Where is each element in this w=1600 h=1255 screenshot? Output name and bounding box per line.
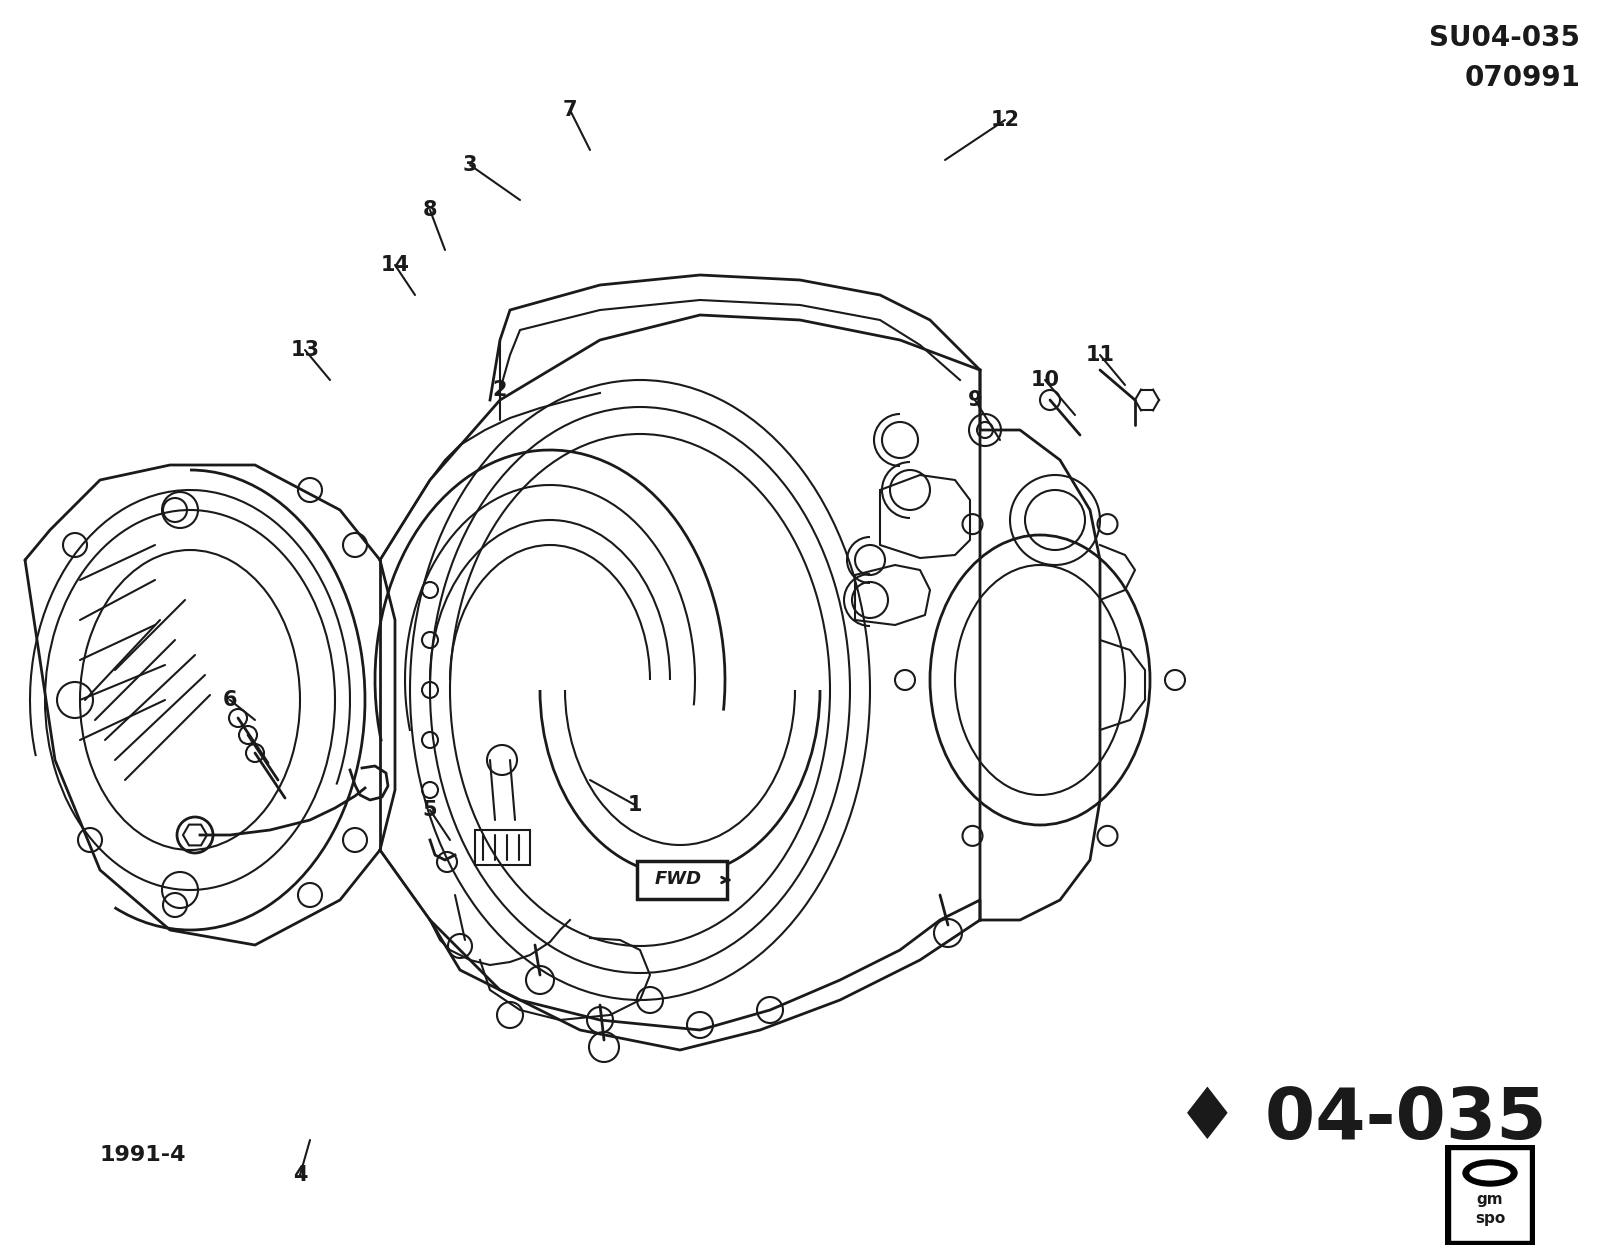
Bar — [475, 830, 530, 865]
Bar — [1450, 1150, 1530, 1241]
Text: 5: 5 — [422, 799, 437, 820]
Text: 1991-4: 1991-4 — [99, 1145, 187, 1165]
Text: 6: 6 — [222, 690, 237, 710]
Text: 8: 8 — [422, 200, 437, 220]
Text: 14: 14 — [381, 255, 410, 275]
Text: SU04-035: SU04-035 — [1429, 24, 1581, 51]
Text: 9: 9 — [968, 390, 982, 410]
Text: 11: 11 — [1085, 345, 1115, 365]
Text: 10: 10 — [1030, 370, 1059, 390]
Text: gm
spo: gm spo — [1475, 1192, 1506, 1226]
Text: 1: 1 — [627, 794, 642, 814]
Ellipse shape — [1462, 1160, 1517, 1186]
Text: 070991: 070991 — [1464, 64, 1581, 92]
Ellipse shape — [1469, 1165, 1510, 1181]
Text: FWD: FWD — [654, 870, 701, 889]
Text: 4: 4 — [293, 1165, 307, 1185]
Text: 12: 12 — [990, 110, 1019, 131]
Text: 2: 2 — [493, 380, 507, 400]
Text: 13: 13 — [291, 340, 320, 360]
Bar — [1445, 1145, 1534, 1245]
Text: ♦ 04-035: ♦ 04-035 — [1174, 1086, 1547, 1155]
FancyBboxPatch shape — [637, 861, 726, 899]
Text: 7: 7 — [563, 100, 578, 120]
Text: 3: 3 — [462, 156, 477, 174]
